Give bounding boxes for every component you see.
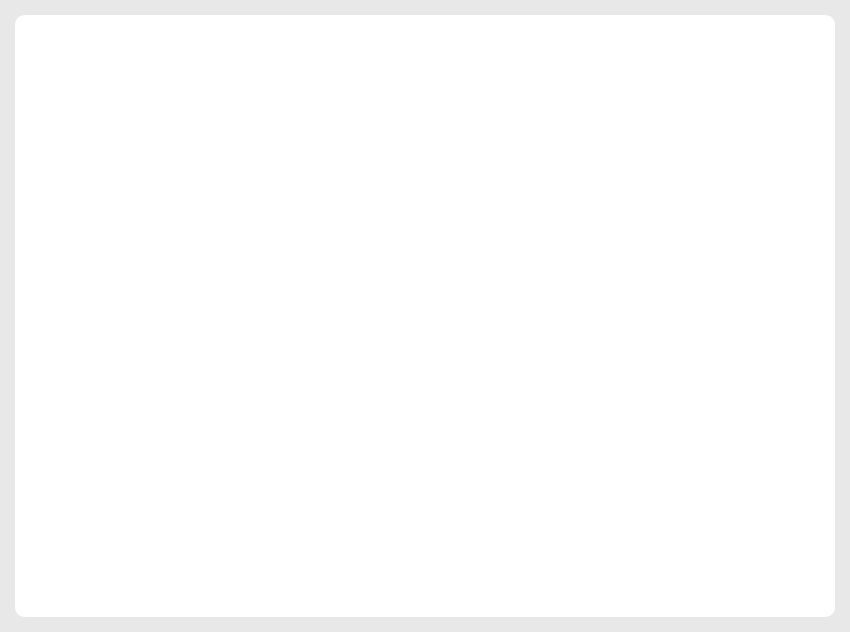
circuit-diagram <box>15 15 835 617</box>
diagram-frame <box>15 15 835 617</box>
